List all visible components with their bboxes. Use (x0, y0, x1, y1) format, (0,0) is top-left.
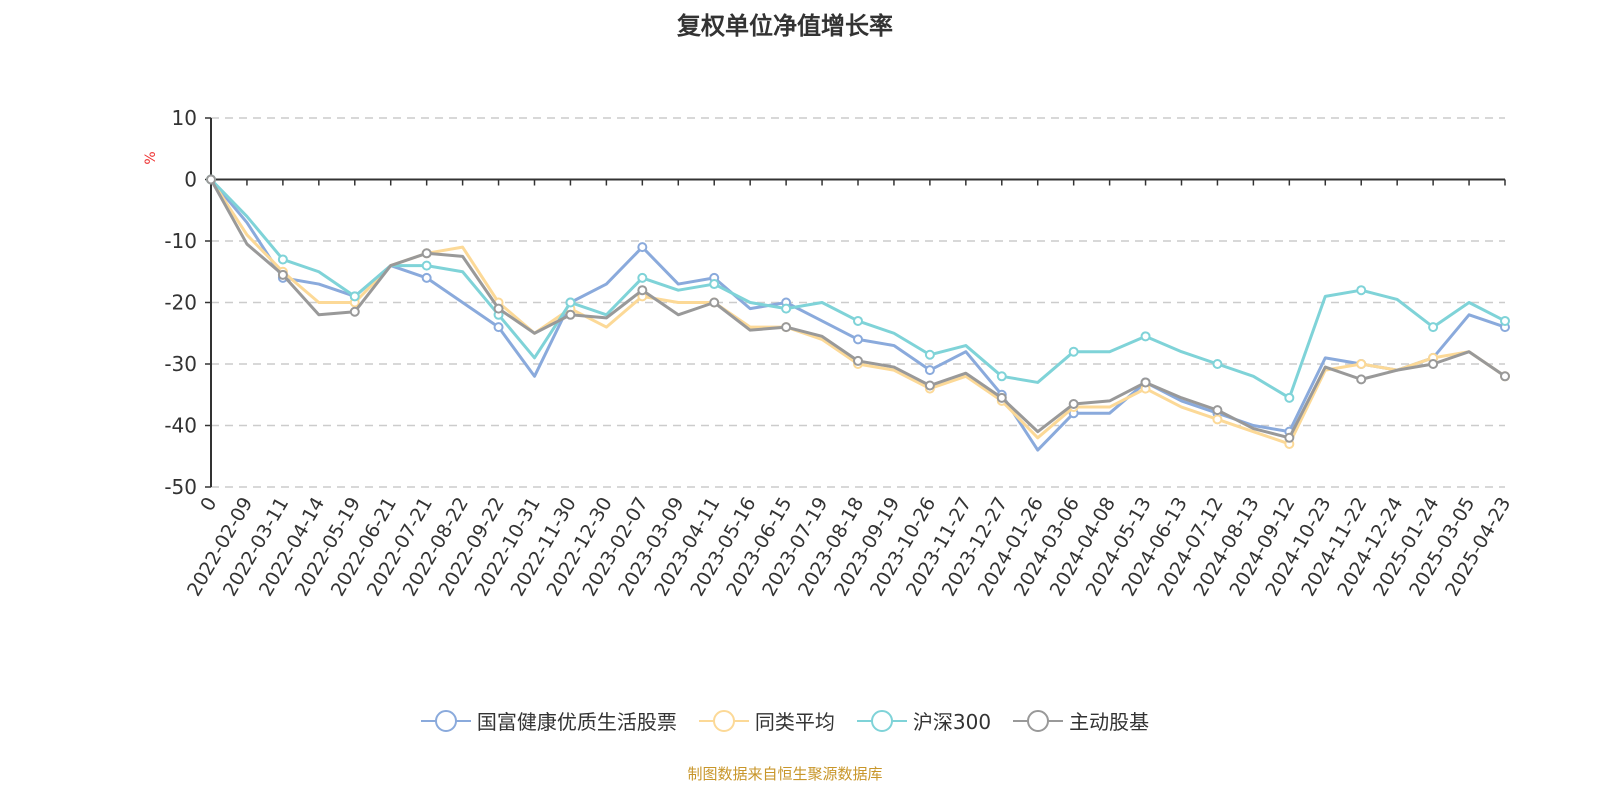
data-point (1356, 285, 1367, 296)
data-point (1212, 414, 1223, 425)
y-tick-label: 10 (172, 106, 197, 130)
data-point (1428, 359, 1439, 369)
data-point (206, 174, 216, 185)
data-point (349, 291, 360, 302)
legend-label: 同类平均 (754, 710, 835, 734)
data-point (924, 380, 935, 391)
y-tick-label: 0 (184, 168, 197, 192)
data-point (924, 349, 935, 360)
data-point (1068, 346, 1079, 357)
data-point (637, 285, 648, 296)
data-point (853, 334, 863, 345)
data-point (637, 272, 648, 283)
data-point (1356, 359, 1367, 369)
data-point (493, 303, 504, 314)
data-point (709, 279, 720, 290)
data-point (637, 242, 648, 253)
chart-title: 复权单位净值增长率 (677, 12, 893, 40)
data-point (493, 322, 504, 333)
legend-label: 国富健康优质生活股票 (476, 710, 677, 734)
series-line-0 (209, 178, 1506, 452)
data-point (1284, 432, 1295, 443)
data-point (1356, 374, 1367, 385)
y-tick-label: -40 (164, 414, 197, 438)
data-point (1500, 315, 1510, 326)
data-point (565, 297, 576, 308)
series-line-1 (209, 178, 1506, 446)
data-point (1500, 371, 1510, 382)
data-point (924, 365, 935, 376)
data-point (1140, 331, 1151, 342)
data-point (277, 269, 288, 280)
y-tick-label: -50 (164, 475, 197, 499)
y-tick-label: -20 (164, 291, 197, 315)
data-point (853, 355, 863, 366)
legend: 国富健康优质生活股票 同类平均 沪深300 主动股基 (0, 706, 1570, 735)
data-point (1212, 359, 1223, 369)
data-point (853, 315, 863, 326)
data-point (781, 303, 792, 314)
source-footer: 制图数据来自恒生聚源数据库 (687, 765, 883, 783)
data-point (1140, 377, 1151, 388)
y-axis-label: % (143, 151, 159, 164)
legend-item[interactable]: 国富健康优质生活股票 (420, 706, 677, 735)
data-point (277, 254, 288, 265)
legend-marker-icon (856, 709, 907, 732)
data-point (1428, 322, 1439, 333)
x-tick-label: 0 (196, 494, 221, 515)
data-point (421, 248, 432, 259)
legend-marker-icon (1013, 709, 1064, 732)
data-point (996, 371, 1007, 382)
legend-label: 沪深300 (912, 710, 992, 734)
legend-label: 主动股基 (1069, 710, 1150, 734)
data-point (781, 322, 792, 333)
legend-marker-icon (698, 709, 749, 732)
data-point (349, 306, 360, 317)
legend-marker-icon (420, 709, 471, 732)
data-point (421, 272, 432, 283)
data-point (996, 392, 1007, 403)
data-point (1212, 405, 1223, 416)
data-point (1284, 392, 1295, 403)
data-point (709, 297, 720, 308)
legend-item[interactable]: 主动股基 (1013, 706, 1149, 735)
data-point (421, 260, 432, 271)
legend-item[interactable]: 同类平均 (698, 706, 835, 735)
y-tick-label: -30 (164, 352, 197, 376)
y-tick-label: -10 (164, 229, 197, 253)
legend-item[interactable]: 沪深300 (856, 706, 992, 735)
data-point (1068, 398, 1079, 409)
data-point (565, 309, 576, 320)
